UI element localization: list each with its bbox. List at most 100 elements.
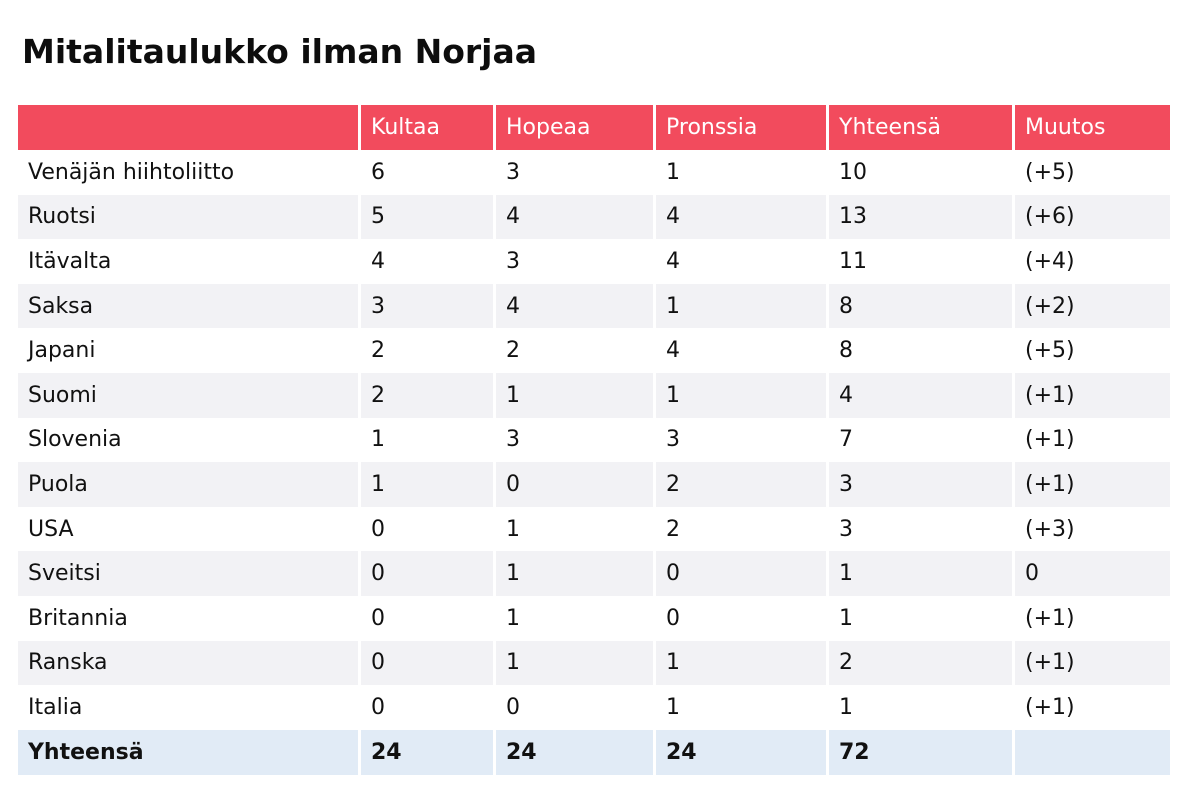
table-row: Sveitsi 0 1 0 1 0 <box>18 551 1170 596</box>
totals-row: Yhteensä 24 24 24 72 <box>18 729 1170 775</box>
cell-gold: 5 <box>358 194 493 240</box>
cell-bronze: 1 <box>653 283 826 329</box>
footer-gold: 24 <box>358 729 493 775</box>
cell-silver: 1 <box>493 640 653 686</box>
cell-gold: 4 <box>358 239 493 284</box>
cell-silver: 0 <box>493 462 653 507</box>
cell-change: (+6) <box>1012 194 1170 240</box>
cell-silver: 3 <box>493 150 653 195</box>
cell-total: 13 <box>826 194 1012 240</box>
table-row: Itävalta 4 3 4 11 (+4) <box>18 239 1170 284</box>
cell-silver: 3 <box>493 417 653 463</box>
table-body: Venäjän hiihtoliitto 6 3 1 10 (+5) Ruotsi 5 4 4 13… <box>18 150 1170 730</box>
cell-gold: 2 <box>358 372 493 418</box>
cell-gold: 0 <box>358 595 493 641</box>
cell-country: Venäjän hiihtoliitto <box>18 150 358 195</box>
cell-gold: 0 <box>358 685 493 730</box>
header-bronze: Pronssia <box>653 105 826 150</box>
cell-silver: 3 <box>493 239 653 284</box>
header-row: Kultaa Hopeaa Pronssia Yhteensä Muutos <box>18 105 1170 150</box>
cell-silver: 1 <box>493 506 653 552</box>
cell-country: Suomi <box>18 372 358 418</box>
cell-country: Ruotsi <box>18 194 358 240</box>
cell-gold: 1 <box>358 462 493 507</box>
cell-total: 1 <box>826 595 1012 641</box>
footer-change <box>1012 729 1170 775</box>
cell-change: (+1) <box>1012 462 1170 507</box>
cell-bronze: 3 <box>653 417 826 463</box>
table-row: Suomi 2 1 1 4 (+1) <box>18 372 1170 418</box>
cell-bronze: 4 <box>653 328 826 373</box>
footer-bronze: 24 <box>653 729 826 775</box>
cell-country: Italia <box>18 685 358 730</box>
cell-bronze: 1 <box>653 150 826 195</box>
table-row: Venäjän hiihtoliitto 6 3 1 10 (+5) <box>18 150 1170 195</box>
cell-country: Itävalta <box>18 239 358 284</box>
cell-bronze: 1 <box>653 372 826 418</box>
cell-change: 0 <box>1012 551 1170 596</box>
cell-bronze: 2 <box>653 506 826 552</box>
cell-bronze: 0 <box>653 551 826 596</box>
table-row: Britannia 0 1 0 1 (+1) <box>18 595 1170 641</box>
cell-silver: 0 <box>493 685 653 730</box>
cell-gold: 0 <box>358 551 493 596</box>
cell-country: Puola <box>18 462 358 507</box>
table-footer: Yhteensä 24 24 24 72 <box>18 729 1170 775</box>
cell-change: (+5) <box>1012 328 1170 373</box>
cell-total: 1 <box>826 551 1012 596</box>
cell-bronze: 4 <box>653 239 826 284</box>
footer-total: 72 <box>826 729 1012 775</box>
cell-country: Japani <box>18 328 358 373</box>
cell-change: (+4) <box>1012 239 1170 284</box>
cell-total: 3 <box>826 506 1012 552</box>
cell-gold: 0 <box>358 640 493 686</box>
table-row: Slovenia 1 3 3 7 (+1) <box>18 417 1170 463</box>
table-row: Japani 2 2 4 8 (+5) <box>18 328 1170 373</box>
table-header: Kultaa Hopeaa Pronssia Yhteensä Muutos <box>18 105 1170 150</box>
cell-country: Saksa <box>18 283 358 329</box>
cell-total: 2 <box>826 640 1012 686</box>
cell-change: (+1) <box>1012 640 1170 686</box>
cell-country: USA <box>18 506 358 552</box>
table-row: Italia 0 0 1 1 (+1) <box>18 685 1170 730</box>
table-row: USA 0 1 2 3 (+3) <box>18 506 1170 552</box>
cell-change: (+2) <box>1012 283 1170 329</box>
footer-label: Yhteensä <box>18 729 358 775</box>
cell-gold: 2 <box>358 328 493 373</box>
cell-gold: 0 <box>358 506 493 552</box>
cell-silver: 1 <box>493 551 653 596</box>
cell-total: 3 <box>826 462 1012 507</box>
header-change: Muutos <box>1012 105 1170 150</box>
cell-change: (+1) <box>1012 372 1170 418</box>
cell-change: (+1) <box>1012 417 1170 463</box>
cell-total: 8 <box>826 283 1012 329</box>
cell-bronze: 2 <box>653 462 826 507</box>
cell-country: Ranska <box>18 640 358 686</box>
cell-change: (+3) <box>1012 506 1170 552</box>
cell-country: Britannia <box>18 595 358 641</box>
medal-table: Kultaa Hopeaa Pronssia Yhteensä Muutos V… <box>18 105 1170 775</box>
cell-silver: 2 <box>493 328 653 373</box>
cell-silver: 4 <box>493 283 653 329</box>
cell-silver: 1 <box>493 595 653 641</box>
cell-total: 11 <box>826 239 1012 284</box>
cell-bronze: 1 <box>653 640 826 686</box>
cell-total: 8 <box>826 328 1012 373</box>
cell-bronze: 0 <box>653 595 826 641</box>
table-row: Ruotsi 5 4 4 13 (+6) <box>18 194 1170 240</box>
cell-total: 10 <box>826 150 1012 195</box>
footer-silver: 24 <box>493 729 653 775</box>
cell-change: (+1) <box>1012 595 1170 641</box>
page-title: Mitalitaulukko ilman Norjaa <box>22 32 537 71</box>
header-silver: Hopeaa <box>493 105 653 150</box>
cell-change: (+1) <box>1012 685 1170 730</box>
table-row: Puola 1 0 2 3 (+1) <box>18 462 1170 507</box>
cell-country: Sveitsi <box>18 551 358 596</box>
cell-gold: 3 <box>358 283 493 329</box>
cell-gold: 1 <box>358 417 493 463</box>
cell-total: 7 <box>826 417 1012 463</box>
cell-total: 4 <box>826 372 1012 418</box>
cell-bronze: 1 <box>653 685 826 730</box>
cell-silver: 1 <box>493 372 653 418</box>
cell-bronze: 4 <box>653 194 826 240</box>
